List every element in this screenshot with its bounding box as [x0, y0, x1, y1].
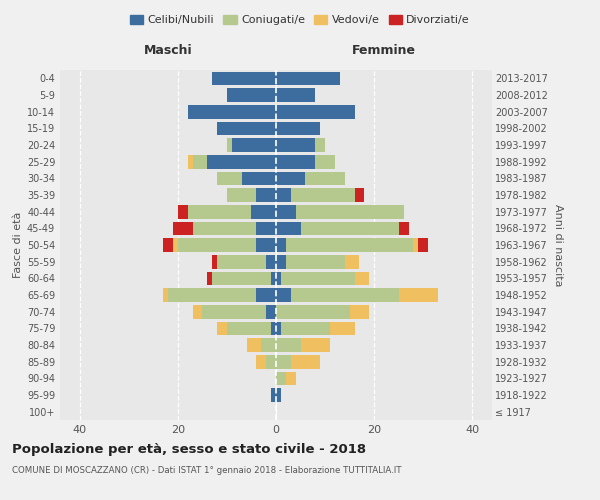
- Bar: [399, 222, 409, 235]
- Bar: [193, 222, 256, 235]
- Bar: [276, 88, 315, 102]
- Bar: [261, 338, 276, 352]
- Bar: [276, 388, 281, 402]
- Bar: [242, 172, 276, 185]
- Legend: Celibi/Nubili, Coniugati/e, Vedovi/e, Divorziati/e: Celibi/Nubili, Coniugati/e, Vedovi/e, Di…: [125, 10, 475, 30]
- Bar: [173, 238, 178, 252]
- Bar: [173, 222, 193, 235]
- Bar: [247, 338, 261, 352]
- Bar: [296, 205, 404, 218]
- Bar: [217, 322, 227, 335]
- Bar: [276, 138, 315, 152]
- Bar: [217, 255, 266, 268]
- Bar: [188, 105, 276, 118]
- Bar: [315, 138, 325, 152]
- Bar: [217, 172, 242, 185]
- Text: Popolazione per età, sesso e stato civile - 2018: Popolazione per età, sesso e stato civil…: [12, 442, 366, 456]
- Bar: [266, 255, 276, 268]
- Bar: [271, 322, 276, 335]
- Bar: [188, 205, 251, 218]
- Bar: [168, 288, 256, 302]
- Bar: [276, 122, 320, 135]
- Bar: [276, 288, 291, 302]
- Bar: [251, 205, 276, 218]
- Bar: [193, 155, 207, 168]
- Bar: [276, 255, 286, 268]
- Bar: [301, 338, 330, 352]
- Bar: [276, 272, 281, 285]
- Bar: [413, 238, 418, 252]
- Bar: [256, 288, 276, 302]
- Bar: [345, 255, 359, 268]
- Text: Femmine: Femmine: [352, 44, 416, 58]
- Bar: [266, 355, 276, 368]
- Bar: [281, 272, 355, 285]
- Bar: [276, 305, 350, 318]
- Bar: [301, 222, 399, 235]
- Bar: [227, 138, 232, 152]
- Bar: [276, 188, 291, 202]
- Bar: [271, 388, 276, 402]
- Bar: [330, 322, 355, 335]
- Bar: [178, 205, 188, 218]
- Bar: [217, 122, 276, 135]
- Bar: [276, 238, 286, 252]
- Y-axis label: Anni di nascita: Anni di nascita: [553, 204, 563, 286]
- Bar: [286, 372, 296, 385]
- Bar: [276, 105, 355, 118]
- Bar: [286, 238, 413, 252]
- Bar: [227, 322, 271, 335]
- Bar: [256, 355, 266, 368]
- Bar: [281, 322, 330, 335]
- Bar: [355, 272, 369, 285]
- Bar: [286, 255, 345, 268]
- Bar: [188, 155, 193, 168]
- Bar: [227, 88, 276, 102]
- Bar: [163, 288, 168, 302]
- Bar: [276, 172, 305, 185]
- Bar: [276, 322, 281, 335]
- Bar: [266, 305, 276, 318]
- Bar: [193, 305, 202, 318]
- Bar: [355, 188, 364, 202]
- Bar: [350, 305, 369, 318]
- Bar: [256, 188, 276, 202]
- Y-axis label: Fasce di età: Fasce di età: [13, 212, 23, 278]
- Bar: [418, 238, 428, 252]
- Bar: [207, 155, 276, 168]
- Bar: [276, 72, 340, 85]
- Bar: [276, 338, 301, 352]
- Bar: [163, 238, 173, 252]
- Bar: [399, 288, 438, 302]
- Bar: [212, 255, 217, 268]
- Bar: [276, 355, 291, 368]
- Text: COMUNE DI MOSCAZZANO (CR) - Dati ISTAT 1° gennaio 2018 - Elaborazione TUTTITALIA: COMUNE DI MOSCAZZANO (CR) - Dati ISTAT 1…: [12, 466, 401, 475]
- Bar: [291, 188, 355, 202]
- Bar: [202, 305, 266, 318]
- Bar: [212, 72, 276, 85]
- Bar: [256, 222, 276, 235]
- Bar: [212, 272, 271, 285]
- Bar: [227, 188, 256, 202]
- Bar: [315, 155, 335, 168]
- Bar: [207, 272, 212, 285]
- Bar: [271, 272, 276, 285]
- Bar: [291, 355, 320, 368]
- Text: Maschi: Maschi: [143, 44, 193, 58]
- Bar: [276, 222, 301, 235]
- Bar: [276, 155, 315, 168]
- Bar: [256, 238, 276, 252]
- Bar: [178, 238, 256, 252]
- Bar: [276, 372, 286, 385]
- Bar: [291, 288, 399, 302]
- Bar: [232, 138, 276, 152]
- Bar: [276, 205, 296, 218]
- Bar: [305, 172, 345, 185]
